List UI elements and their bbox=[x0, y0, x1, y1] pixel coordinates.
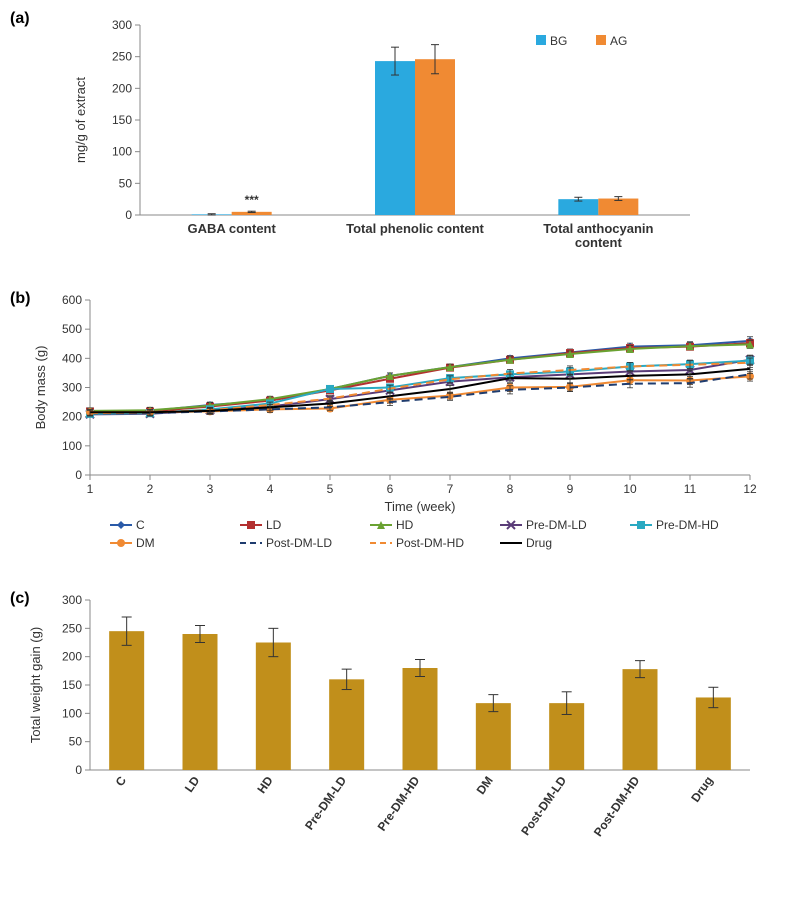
panel-b-chart: 0100200300400500600123456789101112Body m… bbox=[10, 290, 790, 580]
svg-text:mg/g of extract: mg/g of extract bbox=[73, 77, 88, 163]
svg-text:300: 300 bbox=[112, 18, 132, 32]
panel-c-chart: 0 50 100 150 200 250 300 Total weight gain (g) C… bbox=[10, 590, 790, 880]
svg-text:LD: LD bbox=[182, 773, 203, 794]
svg-text:12: 12 bbox=[743, 482, 757, 496]
svg-text:Post-DM-LD: Post-DM-LD bbox=[266, 536, 332, 550]
svg-text:C: C bbox=[113, 773, 130, 788]
svg-text:250: 250 bbox=[62, 621, 82, 635]
svg-text:7: 7 bbox=[447, 482, 454, 496]
svg-text:150: 150 bbox=[112, 113, 132, 127]
svg-text:50: 50 bbox=[69, 735, 83, 749]
svg-text:250: 250 bbox=[112, 50, 132, 64]
svg-text:Drug: Drug bbox=[526, 536, 552, 550]
svg-text:***: *** bbox=[245, 193, 259, 207]
svg-text:HD: HD bbox=[254, 773, 276, 796]
panel-c-container: (c) 0 50 100 150 200 250 300 Total weight gain … bbox=[10, 590, 791, 880]
svg-text:100: 100 bbox=[62, 706, 82, 720]
svg-text:Pre-DM-LD: Pre-DM-LD bbox=[302, 773, 349, 832]
svg-text:DM: DM bbox=[136, 536, 155, 550]
svg-text:300: 300 bbox=[62, 593, 82, 607]
svg-text:8: 8 bbox=[507, 482, 514, 496]
svg-text:Post-DM-HD: Post-DM-HD bbox=[591, 773, 643, 839]
svg-text:Post-DM-HD: Post-DM-HD bbox=[396, 536, 464, 550]
svg-text:GABA content: GABA content bbox=[187, 221, 276, 236]
svg-text:Total weight gain (g): Total weight gain (g) bbox=[28, 627, 43, 743]
svg-text:0: 0 bbox=[75, 763, 82, 777]
panel-a-chart: 0 50 100 150 200 250 300 mg/g of extract GABA co… bbox=[10, 10, 790, 280]
svg-text:BG: BG bbox=[550, 34, 567, 48]
svg-text:Drug: Drug bbox=[688, 774, 716, 805]
svg-text:Pre-DM-HD: Pre-DM-HD bbox=[656, 518, 719, 532]
svg-text:0: 0 bbox=[125, 208, 132, 222]
svg-text:LD: LD bbox=[266, 518, 282, 532]
svg-text:content: content bbox=[575, 235, 623, 250]
svg-text:AG: AG bbox=[610, 34, 627, 48]
svg-text:50: 50 bbox=[119, 176, 133, 190]
panel-b-container: (b) 0100200300400500600123456789101112Bo… bbox=[10, 290, 791, 580]
svg-text:Total phenolic content: Total phenolic content bbox=[346, 221, 484, 236]
svg-text:400: 400 bbox=[62, 351, 82, 365]
svg-text:Post-DM-LD: Post-DM-LD bbox=[518, 773, 569, 838]
svg-text:9: 9 bbox=[567, 482, 574, 496]
svg-text:1: 1 bbox=[87, 482, 94, 496]
svg-text:100: 100 bbox=[112, 145, 132, 159]
svg-text:DM: DM bbox=[474, 774, 496, 797]
svg-text:Time (week): Time (week) bbox=[384, 499, 455, 514]
svg-text:200: 200 bbox=[62, 410, 82, 424]
panel-b-label: (b) bbox=[10, 290, 30, 308]
svg-text:Body mass (g): Body mass (g) bbox=[33, 346, 48, 430]
svg-text:Pre-DM-LD: Pre-DM-LD bbox=[526, 518, 587, 532]
svg-text:100: 100 bbox=[62, 439, 82, 453]
svg-text:2: 2 bbox=[147, 482, 154, 496]
svg-text:3: 3 bbox=[207, 482, 214, 496]
svg-text:Total anthocyanin: Total anthocyanin bbox=[543, 221, 653, 236]
panel-c-label: (c) bbox=[10, 590, 30, 608]
svg-text:500: 500 bbox=[62, 322, 82, 336]
panel-a-label: (a) bbox=[10, 10, 30, 28]
svg-text:4: 4 bbox=[267, 482, 274, 496]
svg-text:6: 6 bbox=[387, 482, 394, 496]
panel-a-container: (a) 0 50 100 150 200 250 300 mg/g of extract GAB… bbox=[10, 10, 791, 280]
svg-text:150: 150 bbox=[62, 678, 82, 692]
svg-text:HD: HD bbox=[396, 518, 414, 532]
svg-text:200: 200 bbox=[62, 650, 82, 664]
svg-text:10: 10 bbox=[623, 482, 637, 496]
svg-text:0: 0 bbox=[75, 468, 82, 482]
svg-text:5: 5 bbox=[327, 482, 334, 496]
svg-text:11: 11 bbox=[684, 482, 697, 496]
svg-text:600: 600 bbox=[62, 293, 82, 307]
svg-text:300: 300 bbox=[62, 381, 82, 395]
svg-text:200: 200 bbox=[112, 81, 132, 95]
svg-text:C: C bbox=[136, 518, 145, 532]
svg-text:Pre-DM-HD: Pre-DM-HD bbox=[375, 773, 423, 833]
